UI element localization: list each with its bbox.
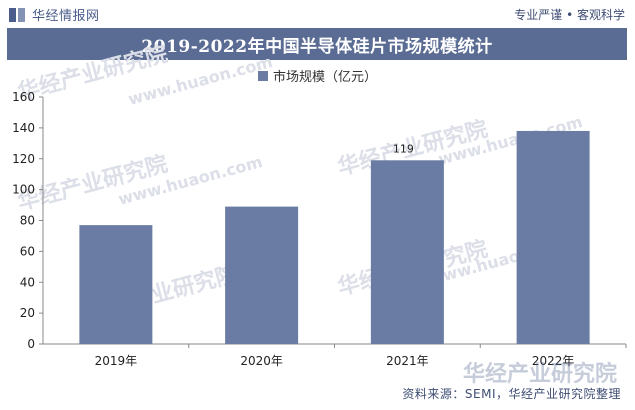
x-tick-label: 2022年 — [532, 354, 575, 368]
y-tick-label: 20 — [20, 306, 35, 320]
y-tick-label: 80 — [20, 214, 35, 228]
data-label: 119 — [393, 142, 414, 155]
footer-watermark: 华经产业研究院 — [462, 362, 617, 387]
source-note: 资料来源：SEMI，华经产业研究院整理 — [402, 387, 621, 401]
y-tick-label: 160 — [12, 90, 35, 104]
x-tick-label: 2019年 — [95, 354, 138, 368]
y-tick-label: 0 — [27, 337, 35, 351]
top-bar: 华经情报网 专业严谨 • 客观科学 — [0, 0, 635, 28]
brand-logo: 华经情报网 — [8, 5, 100, 24]
legend-swatch — [257, 70, 268, 81]
y-tick-label: 40 — [20, 275, 35, 289]
y-tick-label: 60 — [20, 244, 35, 258]
book-icon — [9, 7, 25, 22]
y-tick-label: 100 — [12, 183, 35, 197]
bar — [370, 160, 444, 344]
y-tick-label: 120 — [12, 152, 35, 166]
bar — [516, 130, 590, 344]
title-bar: 2019-2022年中国半导体硅片市场规模统计 — [7, 28, 627, 60]
x-tick-label: 2020年 — [240, 354, 283, 368]
legend-label: 市场规模（亿元） — [272, 70, 377, 85]
chart-title: 2019-2022年中国半导体硅片市场规模统计 — [141, 36, 493, 57]
plot-area: 0 20 40 60 80 100 120 140 160 2019年 2020年 2021年 119 2… — [12, 90, 627, 368]
chart-legend: 市场规模（亿元） — [0, 66, 635, 85]
brand-name: 华经情报网 — [32, 9, 100, 24]
bar — [79, 225, 153, 344]
x-tick-label: 2021年 — [386, 354, 429, 368]
bar — [225, 206, 299, 344]
y-tick-label: 140 — [12, 121, 35, 135]
motto: 专业严谨 • 客观科学 — [514, 8, 625, 22]
